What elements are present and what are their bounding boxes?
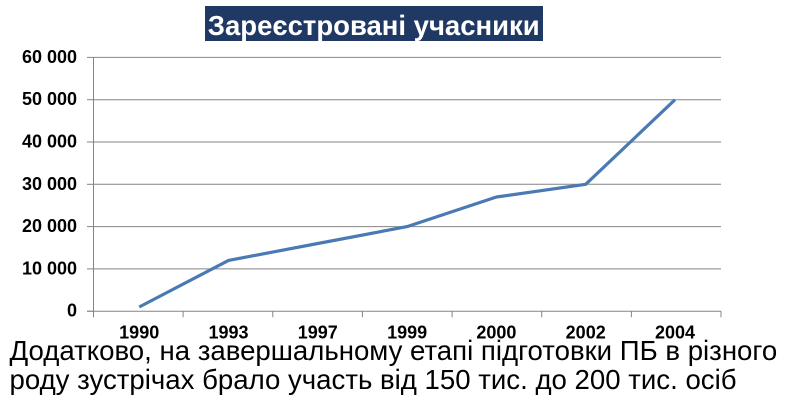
svg-text:1997: 1997 — [298, 323, 338, 343]
svg-text:0: 0 — [67, 301, 77, 321]
svg-text:10 000: 10 000 — [22, 258, 77, 278]
svg-text:20 000: 20 000 — [22, 216, 77, 236]
svg-text:60 000: 60 000 — [22, 47, 77, 67]
svg-text:30 000: 30 000 — [22, 174, 77, 194]
svg-text:1993: 1993 — [208, 323, 248, 343]
svg-text:50 000: 50 000 — [22, 89, 77, 109]
svg-text:2002: 2002 — [566, 323, 606, 343]
svg-text:2000: 2000 — [476, 323, 516, 343]
svg-text:1990: 1990 — [119, 323, 159, 343]
svg-text:1999: 1999 — [387, 323, 427, 343]
svg-text:40 000: 40 000 — [22, 132, 77, 152]
svg-text:2004: 2004 — [655, 323, 695, 343]
